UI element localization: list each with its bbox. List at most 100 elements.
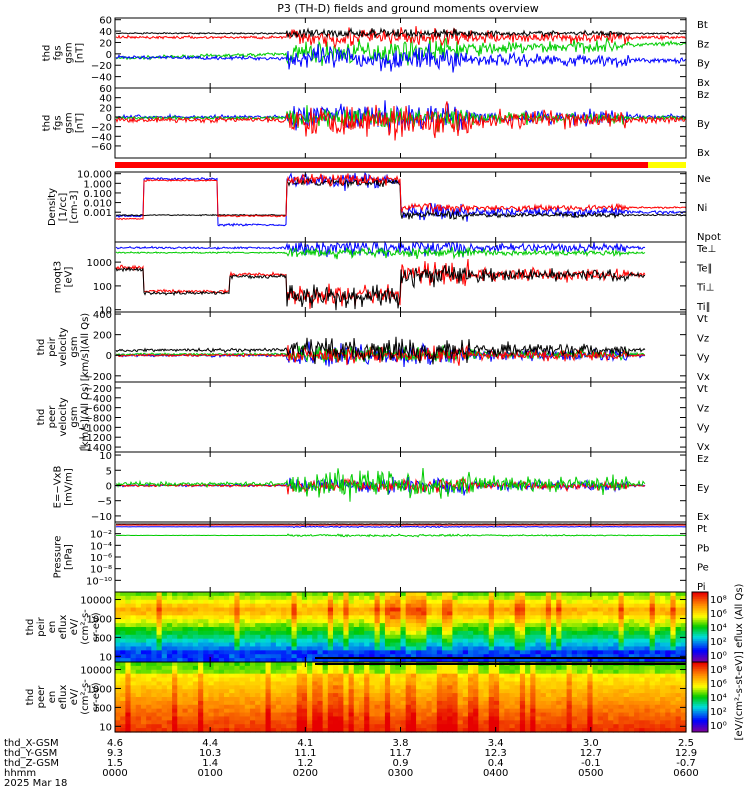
spectrogram-cell: [462, 665, 469, 671]
spectrogram-cell: [327, 642, 334, 648]
spectrogram-cell: [665, 658, 672, 663]
spectrogram-cell: [519, 697, 526, 702]
spectrogram-cell: [447, 603, 454, 609]
spectrogram-cell: [587, 693, 594, 698]
spectrogram-cell: [312, 658, 319, 663]
spectrogram-cell: [203, 662, 210, 667]
spectrogram-cell: [618, 634, 625, 640]
spectrogram-cell: [654, 638, 661, 644]
footer-label: thd_Y-GSM: [4, 748, 57, 759]
colorbar-swatch: [692, 672, 708, 675]
spectrogram-cell: [369, 700, 376, 706]
spectrogram-cell: [218, 689, 225, 694]
spectrogram-cell: [312, 693, 319, 698]
spectrogram-cell: [493, 654, 500, 659]
legend-entry: Bt: [697, 20, 708, 31]
spectrogram-cell: [270, 712, 277, 718]
spectrogram-cell: [379, 693, 386, 698]
spectrogram-cell: [628, 630, 635, 636]
spectrogram-cell: [187, 650, 194, 655]
colorbar-swatch: [692, 709, 708, 712]
spectrogram-cell: [135, 662, 142, 667]
spectrogram-cell: [172, 611, 178, 616]
spectrogram-cell: [639, 728, 646, 733]
spectrogram-cell: [353, 595, 360, 601]
spectrogram-cell: [312, 603, 319, 609]
spectrogram-cell: [312, 623, 319, 628]
spectrogram-cell: [390, 642, 396, 648]
spectrogram-cell: [224, 619, 230, 624]
spectrogram-cell: [312, 681, 319, 686]
spectrogram-cell: [317, 700, 324, 706]
spectrogram-cell: [535, 689, 542, 694]
spectrogram-cell: [312, 595, 319, 601]
spectrogram-cell: [343, 595, 350, 601]
spectrogram-cell: [255, 654, 261, 659]
spectrogram-cell: [628, 623, 635, 628]
spectrogram-cell: [187, 595, 194, 601]
y-axis-label: thd peer velocity gsm [km/s](All Qs): [36, 383, 91, 451]
spectrogram-cell: [213, 607, 220, 613]
spectrogram-cell: [390, 599, 396, 605]
spectrogram-cell: [545, 685, 552, 690]
spectrogram-cell: [618, 716, 625, 721]
spectrogram-cell: [493, 646, 500, 651]
spectrogram-cell: [509, 638, 516, 644]
spectrogram-cell: [187, 630, 194, 636]
spectrogram-cell: [125, 700, 132, 706]
spectrogram-cell: [130, 665, 137, 671]
spectrogram-cell: [654, 595, 661, 601]
spectrogram-cell: [571, 704, 578, 710]
spectrogram-cell: [140, 607, 147, 613]
spectrogram-cell: [499, 599, 505, 605]
spectrogram-cell: [353, 724, 360, 729]
spectrogram-cell: [644, 650, 651, 655]
spectrogram-cell: [556, 681, 563, 686]
spectrogram-cell: [493, 700, 500, 706]
spectrogram-cell: [218, 627, 225, 632]
spectrogram-cell: [561, 697, 568, 702]
spectrogram-cell: [291, 720, 298, 725]
spectrogram-cell: [275, 681, 282, 686]
spectrogram-cell: [229, 654, 235, 659]
spectrogram-cell: [291, 689, 298, 694]
spectrogram-cell: [530, 669, 537, 675]
spectrogram-cell: [301, 716, 308, 721]
spectrogram-cell: [519, 595, 526, 601]
spectrogram-cell: [120, 646, 126, 651]
spectrogram-cell: [374, 720, 381, 725]
spectrogram-cell: [551, 704, 557, 710]
spectrogram-cell: [410, 716, 417, 721]
spectrogram-cell: [634, 646, 640, 651]
spectrogram-cell: [130, 693, 137, 698]
spectrogram-cell: [140, 669, 147, 675]
figure-title: P3 (TH-D) fields and ground moments over…: [277, 2, 539, 15]
spectrogram-cell: [369, 693, 376, 698]
spectrogram-cell: [530, 665, 537, 671]
spectrogram-cell: [146, 681, 152, 686]
spectrogram-cell: [182, 669, 189, 675]
spectrogram-cell: [333, 728, 339, 733]
spectrogram-cell: [244, 681, 251, 686]
spectrogram-cell: [561, 650, 568, 655]
spectrogram-cell: [218, 646, 225, 651]
spectrogram-cell: [478, 712, 485, 718]
spectrogram-cell: [343, 685, 350, 690]
spectrogram-cell: [519, 642, 526, 648]
spectrogram-cell: [675, 646, 682, 651]
spectrogram-cell: [499, 642, 505, 648]
spectrogram-cell: [545, 599, 552, 605]
spectrogram-cell: [493, 720, 500, 725]
spectrogram-cell: [312, 642, 319, 648]
spectrogram-cell: [514, 681, 521, 686]
colorbar-tick-label: 10²: [710, 637, 727, 648]
spectrogram-cell: [198, 592, 204, 597]
spectrogram-cell: [483, 720, 490, 725]
spectrogram-cell: [146, 669, 152, 675]
footer-value: 2.5: [678, 738, 694, 749]
spectrogram-cell: [348, 650, 355, 655]
spectrogram-cell: [151, 712, 158, 718]
spectrogram-cell: [473, 654, 479, 659]
spectrogram-cell: [312, 665, 319, 671]
spectrogram-cell: [255, 595, 261, 601]
